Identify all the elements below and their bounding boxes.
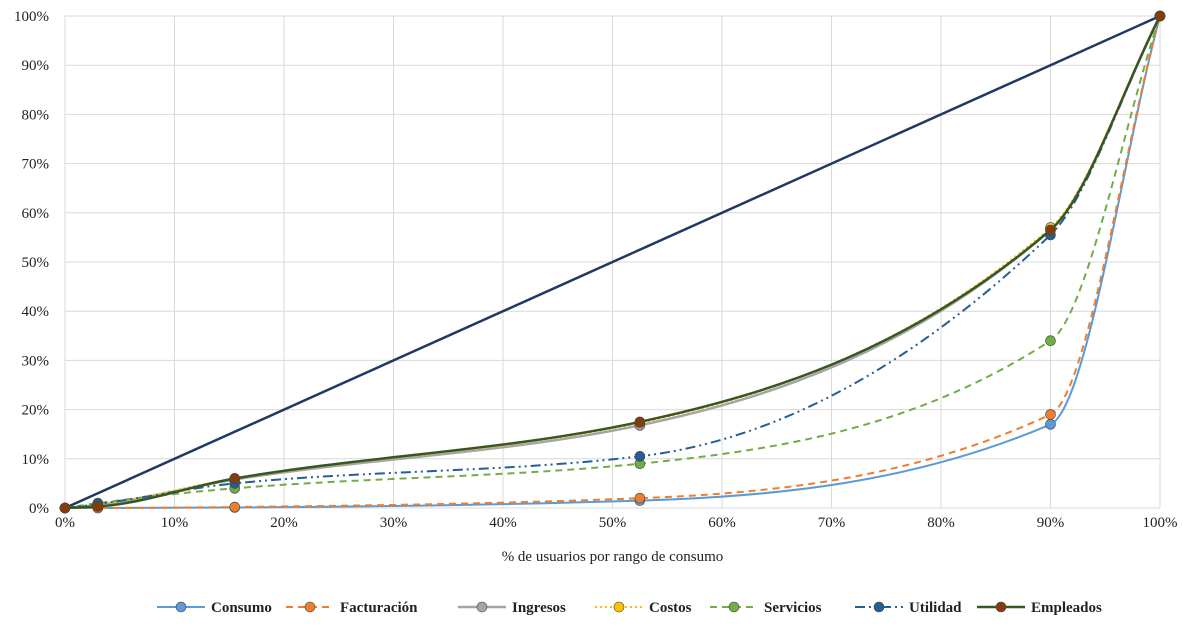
data-point-facturacion xyxy=(1045,409,1056,420)
y-tick-label: 0% xyxy=(29,501,49,517)
x-tick-label: 0% xyxy=(55,515,75,531)
x-tick-label: 20% xyxy=(270,515,298,531)
y-axis-ticks: 0% 10% 20% 30% 40% 50% 60% 70% 80% 90% 100% xyxy=(14,9,49,517)
legend-label-costos: Costos xyxy=(649,600,692,616)
data-point-empleados xyxy=(1154,10,1166,22)
legend-marker-servicios xyxy=(728,601,740,613)
data-point-utilidad xyxy=(634,451,646,462)
y-tick-label: 90% xyxy=(22,58,50,74)
legend: Consumo Facturación Ingresos Costos Servicio… xyxy=(157,600,1102,616)
series-empleados xyxy=(59,10,1166,514)
legend-item-empleados: Empleados xyxy=(977,600,1102,616)
x-tick-label: 10% xyxy=(161,515,189,531)
legend-item-facturacion: Facturación xyxy=(286,600,418,616)
legend-item-costos: Costos xyxy=(595,600,692,616)
x-tick-label: 60% xyxy=(708,515,736,531)
legend-item-servicios: Servicios xyxy=(710,600,822,616)
legend-marker-costos xyxy=(613,601,625,613)
legend-label-ingresos: Ingresos xyxy=(512,600,566,616)
x-tick-label: 100% xyxy=(1143,515,1178,531)
legend-marker-consumo xyxy=(175,601,187,613)
data-point-empleados xyxy=(1045,224,1056,236)
series-line-utilidad xyxy=(64,15,1161,509)
legend-label-empleados: Empleados xyxy=(1031,600,1102,616)
x-axis-ticks: 0% 10% 20% 30% 40% 50% 60% 70% 80% 90% 100% xyxy=(55,515,1178,531)
y-tick-label: 40% xyxy=(22,304,50,320)
y-tick-label: 10% xyxy=(22,452,50,468)
x-tick-label: 70% xyxy=(818,515,846,531)
series-line-facturacion xyxy=(65,15,1161,509)
data-point-empleados xyxy=(92,501,104,512)
legend-label-servicios: Servicios xyxy=(764,600,822,616)
data-point-empleados xyxy=(634,416,646,428)
data-point-facturacion xyxy=(229,501,241,513)
legend-label-utilidad: Utilidad xyxy=(909,600,962,616)
x-tick-label: 30% xyxy=(380,515,408,531)
data-point-empleados xyxy=(59,502,71,514)
legend-marker-empleados xyxy=(995,601,1007,613)
equality-line xyxy=(64,14,1161,510)
legend-item-consumo: Consumo xyxy=(157,600,272,616)
legend-marker-ingresos xyxy=(476,601,488,613)
y-tick-label: 100% xyxy=(14,9,49,25)
x-tick-label: 80% xyxy=(927,515,955,531)
series-line-empleados xyxy=(64,15,1162,510)
legend-marker-facturacion xyxy=(304,601,316,613)
y-tick-label: 20% xyxy=(22,403,50,419)
y-tick-label: 80% xyxy=(22,107,50,123)
x-tick-label: 50% xyxy=(599,515,627,531)
legend-item-utilidad: Utilidad xyxy=(855,600,962,616)
data-point-empleados xyxy=(229,473,241,484)
legend-item-ingresos: Ingresos xyxy=(458,600,566,616)
data-point-facturacion xyxy=(634,492,646,504)
x-axis-label: % de usuarios por rango de consumo xyxy=(502,549,724,565)
legend-marker-utilidad xyxy=(873,601,885,613)
data-point-consumo xyxy=(1045,419,1056,430)
y-tick-label: 30% xyxy=(22,353,50,369)
y-tick-label: 50% xyxy=(22,255,50,271)
data-point-servicios xyxy=(1045,335,1056,347)
plot-lines xyxy=(59,10,1166,514)
x-tick-label: 90% xyxy=(1037,515,1065,531)
y-tick-label: 70% xyxy=(22,157,50,173)
x-tick-label: 40% xyxy=(489,515,517,531)
legend-label-consumo: Consumo xyxy=(211,600,272,616)
y-tick-label: 60% xyxy=(22,206,50,222)
series-line-servicios xyxy=(64,15,1161,509)
legend-label-facturacion: Facturación xyxy=(340,600,418,616)
